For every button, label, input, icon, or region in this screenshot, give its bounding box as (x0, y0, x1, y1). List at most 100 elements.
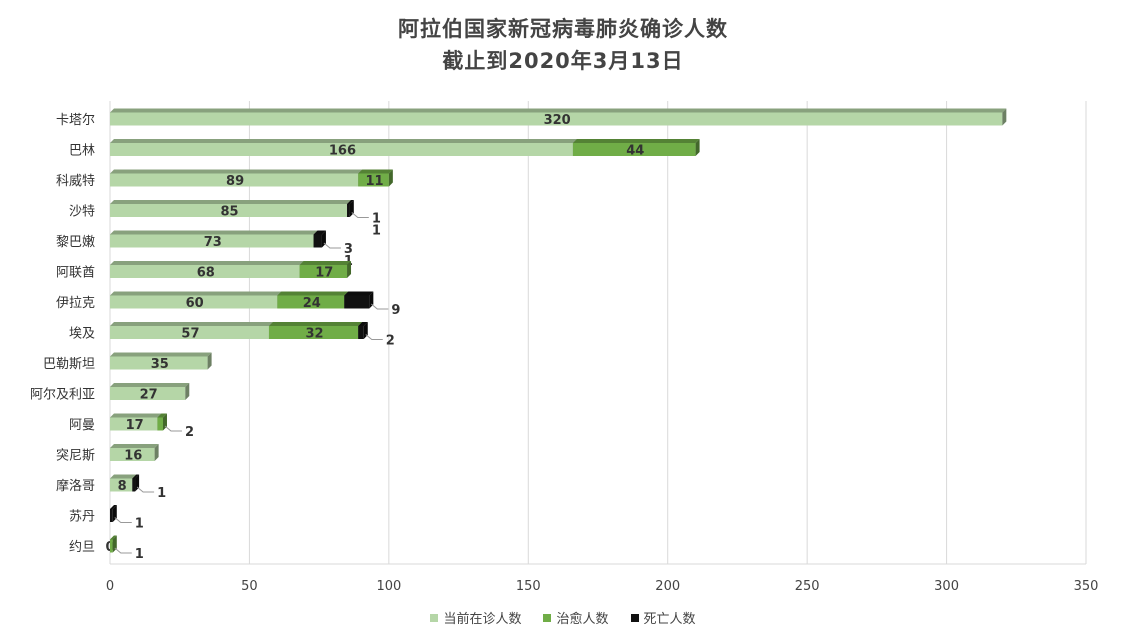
data-label: 1 (372, 224, 381, 239)
legend-item: 当前在诊人数 (430, 608, 521, 627)
category-label: 伊拉克 (56, 296, 95, 311)
bar-segment (268, 326, 359, 339)
bar-top-face (110, 139, 577, 143)
data-label: 166 (329, 144, 356, 159)
category-label: 黎巴嫩 (56, 235, 95, 250)
bar-segment (358, 173, 389, 187)
leader-line (351, 212, 369, 218)
bar-top-face (110, 444, 159, 448)
chart-title: 阿拉伯国家新冠病毒肺炎确诊人数 (398, 17, 728, 41)
bar-segment (347, 204, 350, 217)
bar-side-face (347, 261, 352, 278)
bar-segment (110, 326, 269, 339)
category-label: 巴林 (69, 144, 95, 159)
data-label: 3 (344, 242, 353, 257)
bar-top-face (110, 383, 190, 387)
category-label: 巴勒斯坦 (43, 357, 95, 372)
bar-segment (157, 417, 163, 431)
bar-segment (344, 295, 370, 309)
bar-segment (110, 234, 314, 248)
bar-top-face (358, 169, 393, 174)
leader-line (365, 334, 383, 340)
leader-line (136, 486, 155, 493)
legend-item: 死亡人数 (630, 608, 696, 627)
bar-top-face (347, 200, 354, 204)
bar-segment (110, 509, 113, 522)
bar-top-face (110, 230, 318, 235)
bar-side-face (154, 444, 159, 461)
x-tick-label: 50 (241, 579, 258, 594)
bar-segment (110, 448, 155, 461)
bar-segment (110, 356, 208, 370)
data-label: 35 (151, 357, 169, 372)
legend-swatch (543, 613, 552, 622)
x-tick-label: 350 (1074, 579, 1099, 594)
x-tick-label: 200 (655, 579, 680, 594)
data-label: 85 (220, 205, 238, 220)
data-label: 1 (372, 212, 381, 227)
bar-segment (572, 143, 696, 156)
bar-side-face (1002, 108, 1007, 126)
bar-segment (277, 295, 345, 309)
bar-top-face (299, 261, 352, 265)
data-label: 1 (157, 486, 166, 501)
bar-segment (313, 234, 322, 248)
data-label: 11 (365, 174, 383, 189)
bar-top-face (110, 322, 273, 326)
leader-line (114, 517, 132, 523)
x-tick-label: 0 (106, 579, 114, 594)
data-label: 2 (185, 425, 194, 440)
data-label: 68 (197, 266, 215, 281)
bar-top-face (110, 474, 137, 479)
bar-top-face (277, 291, 349, 296)
bar-segment (110, 204, 348, 217)
category-label: 突尼斯 (56, 448, 95, 464)
data-label: 17 (315, 266, 333, 281)
bar-top-face (110, 505, 117, 509)
bar-segment (110, 112, 1003, 126)
bar-top-face (110, 261, 304, 265)
bar-side-face (388, 169, 393, 187)
bar-top-face (110, 413, 162, 418)
bar-top-face (313, 230, 326, 235)
data-label: 16 (124, 449, 142, 464)
category-label: 卡塔尔 (56, 113, 95, 128)
category-label: 苏丹 (69, 509, 95, 525)
legend: 当前在诊人数 治愈人数 死亡人数 (0, 608, 1126, 627)
data-label: 9 (391, 303, 400, 318)
bar-segment (110, 478, 133, 492)
bar-segment (110, 417, 158, 431)
bar-top-face (344, 291, 374, 296)
bar-top-face (157, 413, 167, 418)
data-label: 2 (386, 334, 395, 349)
x-tick-label: 300 (934, 579, 959, 594)
bar-side-face (207, 352, 212, 370)
data-label: 27 (140, 388, 158, 403)
bar-top-face (110, 108, 1007, 113)
legend-swatch (630, 613, 639, 622)
leader-line (164, 425, 182, 432)
leader-line (114, 547, 132, 554)
x-tick-label: 250 (795, 579, 820, 594)
data-label: 44 (626, 144, 644, 159)
bar-top-face (572, 139, 700, 143)
legend-swatch (430, 613, 439, 622)
bar-segment (110, 295, 278, 309)
legend-label: 治愈人数 (556, 612, 609, 627)
category-label: 阿联酋 (56, 265, 95, 281)
data-label: 32 (306, 327, 324, 342)
bar-side-face (695, 139, 700, 156)
bar-segment (110, 143, 573, 156)
x-tick-label: 150 (516, 579, 541, 594)
category-label: 沙特 (69, 205, 95, 220)
legend-label: 当前在诊人数 (443, 612, 522, 627)
data-label: 1 (135, 517, 144, 532)
bar-segment (358, 326, 364, 339)
category-label: 埃及 (69, 327, 95, 342)
category-label: 摩洛哥 (56, 478, 95, 494)
bar-segment (110, 387, 186, 400)
bar-top-face (110, 291, 282, 296)
data-label: 89 (226, 174, 244, 189)
data-label: 8 (118, 479, 127, 494)
